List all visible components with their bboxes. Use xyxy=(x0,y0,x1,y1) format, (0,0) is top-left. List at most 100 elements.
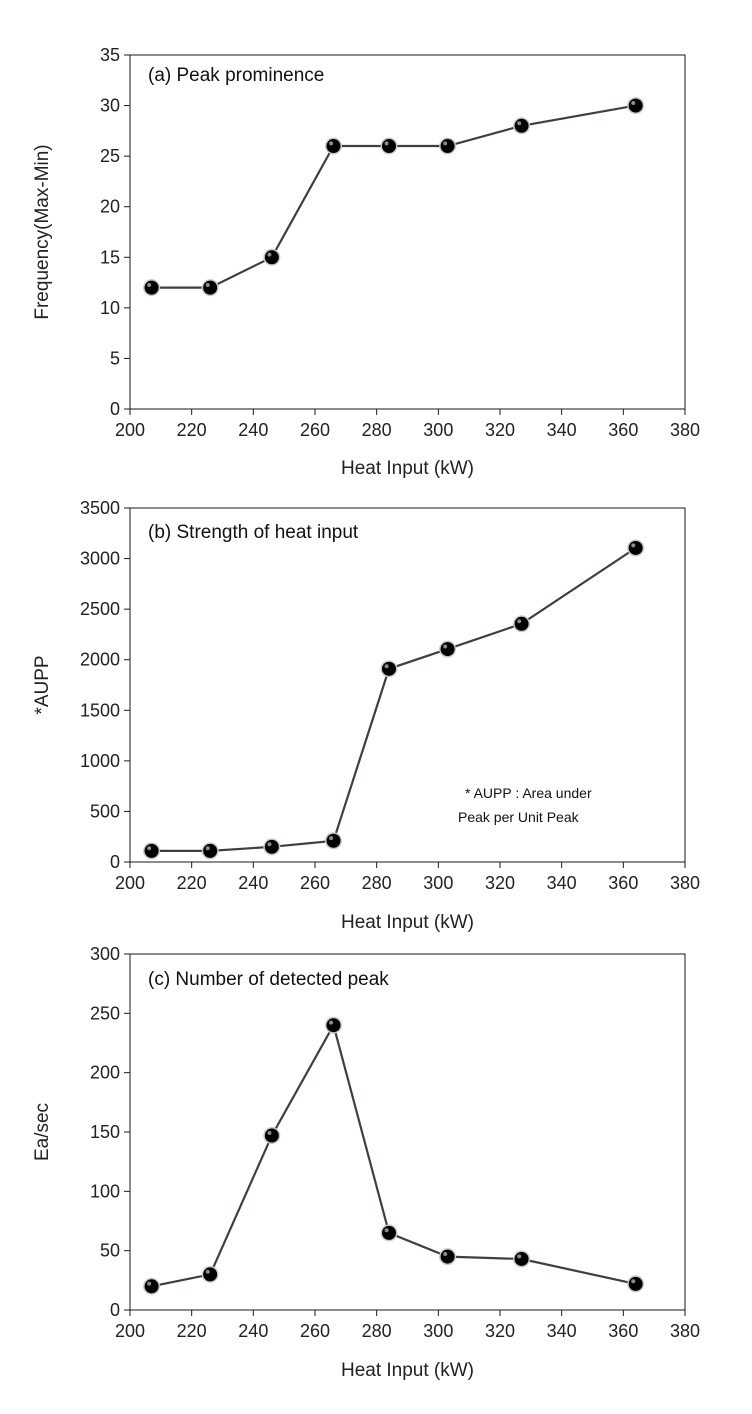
data-point-marker xyxy=(440,1249,455,1264)
x-tick-label-a-9: 380 xyxy=(670,420,700,440)
y-tick-label-a-7: 35 xyxy=(100,45,120,65)
data-point-shine xyxy=(443,644,448,649)
data-point-b-2 xyxy=(263,838,281,856)
y-tick-label-a-4: 20 xyxy=(100,197,120,217)
x-tick-label-a-3: 260 xyxy=(300,420,330,440)
data-point-shine xyxy=(267,1130,272,1135)
y-tick-label-b-6: 3000 xyxy=(80,549,120,569)
data-point-shine xyxy=(517,121,522,126)
data-point-marker xyxy=(628,98,643,113)
x-tick-label-c-6: 320 xyxy=(485,1321,515,1341)
data-point-b-6 xyxy=(513,615,531,633)
data-point-b-0 xyxy=(143,842,161,860)
data-point-shine xyxy=(384,664,389,669)
data-point-marker xyxy=(514,1251,529,1266)
data-point-marker xyxy=(440,139,455,154)
x-tick-label-b-7: 340 xyxy=(547,873,577,893)
x-tick-label-a-7: 340 xyxy=(547,420,577,440)
data-point-marker xyxy=(203,280,218,295)
x-tick-label-c-5: 300 xyxy=(423,1321,453,1341)
x-tick-label-a-4: 280 xyxy=(362,420,392,440)
x-tick-label-a-2: 240 xyxy=(238,420,268,440)
y-tick-label-a-1: 5 xyxy=(110,348,120,368)
x-tick-label-c-9: 380 xyxy=(670,1321,700,1341)
x-tick-label-b-5: 300 xyxy=(423,873,453,893)
data-point-marker xyxy=(382,139,396,154)
data-point-marker xyxy=(514,616,529,631)
data-point-shine xyxy=(443,1252,448,1256)
data-point-marker xyxy=(628,540,643,555)
data-point-a-3 xyxy=(325,137,342,155)
data-point-marker xyxy=(382,661,396,676)
y-axis-title-b: *AUPP xyxy=(32,655,53,714)
x-tick-label-c-1: 220 xyxy=(177,1321,207,1341)
data-point-shine xyxy=(205,283,210,288)
data-point-shine xyxy=(329,836,334,841)
y-tick-label-c-6: 300 xyxy=(90,944,120,964)
data-point-b-1 xyxy=(201,842,219,860)
data-point-marker xyxy=(326,139,341,154)
data-point-a-1 xyxy=(201,279,219,297)
y-tick-label-a-2: 10 xyxy=(100,298,120,318)
data-point-shine xyxy=(329,1020,334,1025)
data-point-c-3 xyxy=(325,1016,342,1034)
data-point-shine xyxy=(384,1228,389,1233)
y-tick-label-b-4: 2000 xyxy=(80,650,120,670)
data-point-c-7 xyxy=(627,1275,645,1293)
panel-b: (b) Strength of heat input Heat Input (k… xyxy=(32,498,700,933)
y-axis-title-a: Frequency(Max-Min) xyxy=(32,144,53,319)
data-point-c-6 xyxy=(513,1250,531,1268)
data-point-shine xyxy=(205,1269,210,1274)
y-tick-label-b-1: 500 xyxy=(90,801,120,821)
x-tick-label-c-7: 340 xyxy=(547,1321,577,1341)
x-axis-title-a: Heat Input (kW) xyxy=(341,458,474,479)
data-point-shine xyxy=(631,100,636,105)
data-point-shine xyxy=(267,842,272,847)
data-point-shine xyxy=(329,141,334,146)
x-tick-label-c-3: 260 xyxy=(300,1321,330,1341)
panel-a: (a) Peak prominence Heat Input (kW) Freq… xyxy=(32,45,700,479)
y-axis-title-c: Ea/sec xyxy=(32,1103,53,1161)
x-tick-label-c-8: 360 xyxy=(608,1321,638,1341)
x-tick-label-a-1: 220 xyxy=(177,420,207,440)
plot-frame-a xyxy=(129,54,686,410)
x-axis-title-b: Heat Input (kW) xyxy=(341,912,474,933)
data-point-b-5 xyxy=(439,640,457,658)
x-tick-label-a-5: 300 xyxy=(423,420,453,440)
data-point-marker xyxy=(144,280,159,295)
data-point-c-5 xyxy=(439,1248,457,1266)
data-point-marker xyxy=(144,1279,159,1294)
data-point-a-0 xyxy=(143,279,161,297)
data-point-a-4 xyxy=(380,137,398,155)
panel-title-b: (b) Strength of heat input xyxy=(148,522,359,543)
data-point-c-0 xyxy=(143,1277,161,1295)
panel-title-c: (c) Number of detected peak xyxy=(148,969,389,990)
x-tick-label-b-2: 240 xyxy=(238,873,268,893)
x-tick-label-c-0: 200 xyxy=(115,1321,145,1341)
data-point-shine xyxy=(517,619,522,624)
data-point-marker xyxy=(264,839,279,854)
y-tick-label-b-5: 2500 xyxy=(80,599,120,619)
series-line-a xyxy=(151,104,636,289)
y-tick-label-c-0: 0 xyxy=(110,1300,120,1320)
data-point-marker xyxy=(514,118,529,133)
data-point-c-4 xyxy=(380,1224,398,1242)
data-point-shine xyxy=(384,141,389,146)
data-point-shine xyxy=(631,1279,636,1284)
y-tick-label-c-2: 100 xyxy=(90,1181,120,1201)
panel-c: (c) Number of detected peak Heat Input (… xyxy=(32,944,700,1381)
y-tick-label-c-5: 250 xyxy=(90,1003,120,1023)
data-point-a-5 xyxy=(439,137,457,155)
data-point-marker xyxy=(203,1267,218,1282)
series-line-b xyxy=(151,547,637,853)
y-tick-label-b-0: 0 xyxy=(110,852,120,872)
data-point-c-1 xyxy=(201,1265,219,1283)
data-point-shine xyxy=(267,252,272,257)
y-tick-label-c-3: 150 xyxy=(90,1122,120,1142)
data-point-a-7 xyxy=(627,97,645,115)
x-tick-label-c-4: 280 xyxy=(362,1321,392,1341)
data-point-marker xyxy=(628,1276,643,1291)
series-line-c xyxy=(151,1022,636,1288)
x-tick-label-a-6: 320 xyxy=(485,420,515,440)
